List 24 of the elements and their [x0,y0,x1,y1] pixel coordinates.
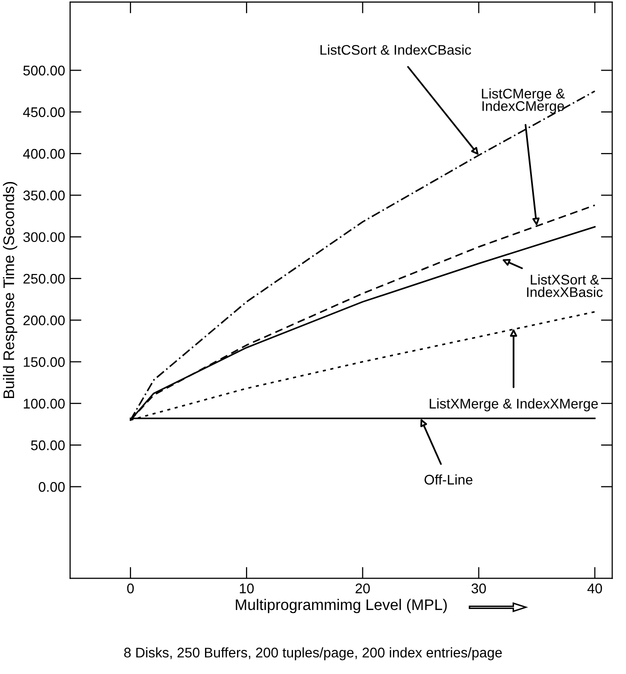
y-axis-title: Build Response Time (Seconds) [2,182,18,398]
y-tick-label: 0.00 [38,482,65,492]
x-tick-label: 20 [356,584,370,594]
y-tick-label: 50.00 [31,440,65,450]
y-tick-label: 100.00 [24,398,65,409]
annotation: Off-Line [424,474,472,485]
x-tick-label: 40 [587,584,602,594]
y-tick-label: 300.00 [23,232,65,242]
y-tick-label: 400.00 [23,148,65,159]
y-tick-label: 500.00 [23,66,65,76]
annotation: ListCMerge & IndexCMerge [482,88,565,114]
y-tick-label: 200.00 [23,315,65,326]
annotation: ListXSort & IndexXBasic [527,274,603,298]
annotation: ListXMerge & IndexXMerge [430,398,598,412]
x-tick-label: 10 [240,584,254,594]
y-tick-label: 250.00 [23,274,65,284]
x-axis-title: Multiprogrammimg Level (MPL) [236,598,447,614]
y-tick-label: 450.00 [23,107,65,118]
text: 8 Disks, 250 Buffers, 200 tuples/page, 200 index entries/page [124,647,502,660]
annotation: ListCSort & IndexCBasic [320,44,472,55]
y-tick-label: 150.00 [24,357,65,367]
y-tick-label: 350.00 [23,190,65,200]
x-tick-label: 0 [127,584,134,594]
x-tick-label: 30 [472,584,486,594]
